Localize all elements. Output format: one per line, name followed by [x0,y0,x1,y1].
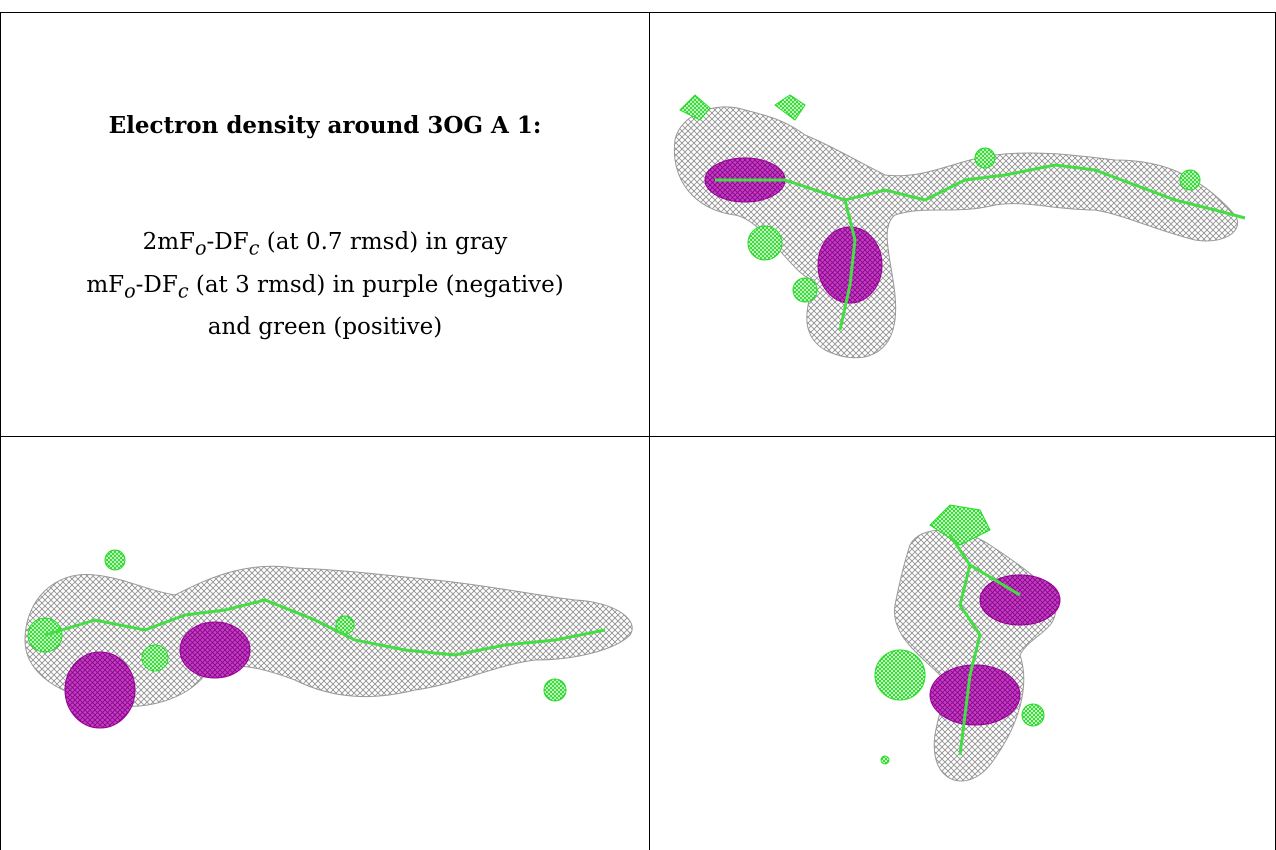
positive-density-blob [880,755,890,765]
legend-line1-b: -DF [206,229,249,255]
density-render [24,549,633,729]
center-divider [649,12,650,850]
left-border [0,12,1,850]
legend-line2-c: (at 3 rmsd) in purple (negative) [188,271,564,298]
negative-density-blob [979,574,1061,626]
positive-density-blob [141,644,169,672]
positive-density-blob [1021,703,1045,727]
positive-density-blob [974,147,996,169]
positive-density-blob [104,549,126,571]
legend-line-diff: mFo-DFc (at 3 rmsd) in purple (negative) [0,267,650,310]
negative-density-blob [64,651,136,729]
legend-line2-sub-o: o [124,279,136,303]
legend-text: 2mFo-DFc (at 0.7 rmsd) in gray mFo-DFc (… [0,224,650,345]
positive-density-blob [679,94,711,121]
legend-line1-sub-c: c [248,236,260,260]
negative-density-blob [179,621,251,679]
legend-line2-sub-c: c [177,279,189,303]
negative-density-blob [817,226,883,304]
model-stick [44,598,606,657]
middle-divider [0,436,1276,437]
positive-density-blob [1179,169,1201,191]
legend-line2-b: -DF [135,271,178,298]
negative-density-blob [929,664,1021,726]
density-view-bottom-right [870,495,1070,785]
positive-density-blob [774,94,806,121]
top-border [0,12,1276,13]
legend-line1-sub-o: o [194,236,207,260]
legend-line1-c: (at 0.7 rmsd) in gray [259,229,508,255]
density-render [874,504,1061,782]
legend-line-gray: 2mFo-DFc (at 0.7 rmsd) in gray [0,224,650,267]
positive-density-blob [543,678,567,702]
positive-density-blob [747,225,783,261]
model-stick [838,199,857,331]
positive-density-blob [874,649,926,701]
positive-density-blob [792,277,818,303]
density-view-bottom-left [15,540,645,740]
legend-line2-a: mF [86,271,125,298]
density-render [673,94,1246,359]
figure-title: Electron density around 3OG A 1: [108,112,542,139]
legend-line-positive: and green (positive) [207,314,443,341]
density-view-top-right [655,80,1265,380]
legend-line1-a: 2mF [142,229,195,255]
model-stick [969,563,1021,597]
